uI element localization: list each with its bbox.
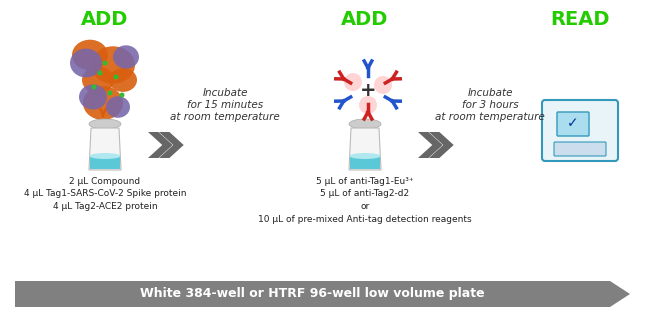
Ellipse shape <box>98 71 102 76</box>
Ellipse shape <box>109 68 137 92</box>
FancyBboxPatch shape <box>542 100 618 161</box>
Polygon shape <box>159 132 183 158</box>
Ellipse shape <box>113 75 119 79</box>
Ellipse shape <box>344 73 362 91</box>
Polygon shape <box>90 156 120 169</box>
Ellipse shape <box>102 60 107 66</box>
Polygon shape <box>89 128 121 170</box>
FancyBboxPatch shape <box>557 112 589 136</box>
Polygon shape <box>350 156 380 169</box>
Ellipse shape <box>89 119 121 129</box>
Ellipse shape <box>83 86 123 120</box>
Text: ✓: ✓ <box>567 116 579 130</box>
Ellipse shape <box>119 93 124 98</box>
Polygon shape <box>429 132 454 158</box>
Ellipse shape <box>374 76 392 94</box>
Ellipse shape <box>92 84 96 89</box>
Ellipse shape <box>359 96 377 114</box>
Ellipse shape <box>72 40 108 70</box>
Ellipse shape <box>106 96 130 118</box>
Polygon shape <box>349 128 381 170</box>
Ellipse shape <box>350 153 381 159</box>
Text: ADD: ADD <box>81 10 128 29</box>
Polygon shape <box>418 132 443 158</box>
FancyBboxPatch shape <box>554 142 606 156</box>
Text: Incubate
for 15 minutes
at room temperature: Incubate for 15 minutes at room temperat… <box>170 89 280 122</box>
Polygon shape <box>148 132 173 158</box>
Text: READ: READ <box>550 10 610 29</box>
Text: 2 μL Compound
4 μL Tag1-SARS-CoV-2 Spike protein
4 μL Tag2-ACE2 protein: 2 μL Compound 4 μL Tag1-SARS-CoV-2 Spike… <box>24 177 186 211</box>
Text: 5 μL of anti-Tag1-Eu³⁺
5 μL of anti-Tag2-d2
or
10 μL of pre-mixed Anti-tag detec: 5 μL of anti-Tag1-Eu³⁺ 5 μL of anti-Tag2… <box>258 177 472 224</box>
Text: White 384-well or HTRF 96-well low volume plate: White 384-well or HTRF 96-well low volum… <box>140 288 485 301</box>
Ellipse shape <box>349 119 381 129</box>
Text: ADD: ADD <box>341 10 388 29</box>
Polygon shape <box>15 281 630 307</box>
Text: +: + <box>360 81 376 100</box>
Ellipse shape <box>90 153 121 159</box>
Ellipse shape <box>91 46 135 84</box>
Ellipse shape <box>82 66 114 94</box>
Ellipse shape <box>113 45 139 69</box>
Ellipse shape <box>79 84 107 110</box>
Text: Incubate
for 3 hours
at room temperature: Incubate for 3 hours at room temperature <box>435 89 545 122</box>
Ellipse shape <box>107 90 113 95</box>
Ellipse shape <box>70 49 102 77</box>
